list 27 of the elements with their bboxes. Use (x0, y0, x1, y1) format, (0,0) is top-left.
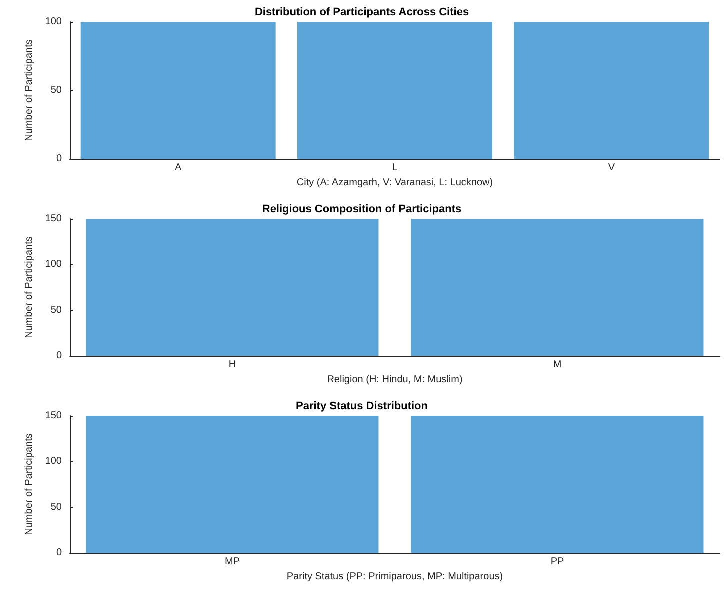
chart-title: Parity Status Distribution (296, 400, 428, 412)
y-tick-label: 100 (45, 456, 62, 468)
y-axis-title: Number of Participants (24, 434, 35, 536)
y-axis-title: Number of Participants (24, 40, 35, 142)
chart-title: Religious Composition of Participants (262, 204, 462, 216)
x-axis-title: Religion (H: Hindu, M: Muslim) (327, 374, 463, 386)
x-tick-label: V (608, 162, 616, 174)
y-axis-title: Number of Participants (24, 236, 35, 338)
x-axis-title: Parity Status (PP: Primiparous, MP: Multiparous) (286, 571, 504, 582)
chart-title: Distribution of Participants Across Cities (254, 6, 470, 18)
x-tick-label: M (553, 360, 562, 370)
x-axis-title: City (A: Azamgarh, V: Varanasi, L: Lucknow) (296, 177, 494, 188)
x-tick-label: H (228, 360, 236, 370)
x-tick-label: PP (550, 556, 564, 568)
y-tick-label: 0 (56, 154, 62, 164)
y-tick-label: 0 (56, 350, 62, 362)
y-tick-label: 100 (45, 259, 62, 270)
y-tick-label: 50 (50, 85, 62, 96)
y-tick-label: 150 (45, 410, 62, 422)
y-tick-label: 0 (56, 548, 62, 558)
x-tick-label: L (392, 162, 398, 174)
y-tick-label: 100 (45, 16, 62, 28)
x-tick-label: MP (225, 556, 240, 568)
y-tick-label: 50 (50, 304, 62, 316)
y-tick-label: 50 (50, 502, 62, 513)
x-tick-label: A (174, 162, 182, 174)
y-tick-label: 150 (45, 214, 62, 224)
